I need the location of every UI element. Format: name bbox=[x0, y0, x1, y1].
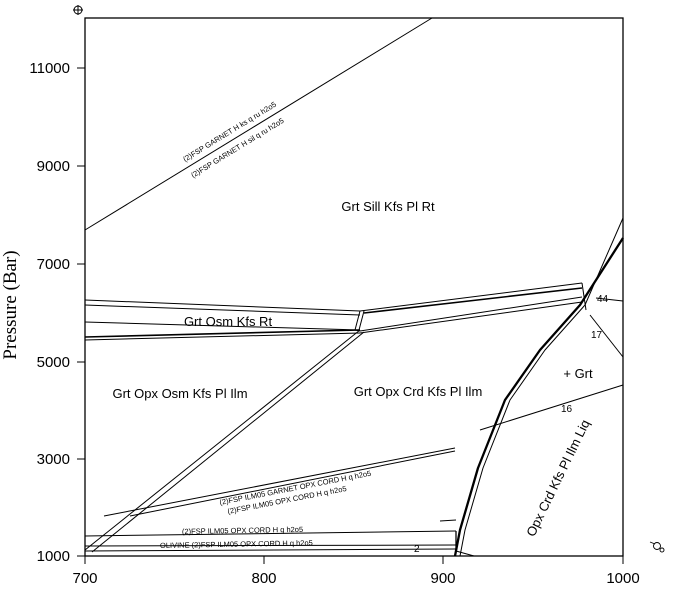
y-tick-label: 11000 bbox=[29, 60, 70, 77]
corner-marker-icon bbox=[73, 5, 83, 15]
field-label: Grt Opx Osm Kfs Pl Ilm bbox=[112, 386, 247, 401]
field-label: Grt Sill Kfs Pl Rt bbox=[341, 199, 435, 214]
field-label: Opx Crd Kfs Pl Ilm Liq bbox=[523, 417, 593, 539]
y-tick-label: 9000 bbox=[37, 158, 70, 175]
contour-label: 2 bbox=[414, 544, 420, 555]
y-tick-label: 5000 bbox=[37, 354, 70, 371]
contour-label: 16 bbox=[561, 404, 573, 415]
reaction-label: OLIVINE (2)FSP ILM05 OPX CORD H q h2o5 bbox=[160, 538, 313, 550]
x-tick-label: 900 bbox=[430, 570, 455, 587]
reaction-label: (2)FSP ILM05 OPX CORD H q h2o5 bbox=[182, 525, 303, 536]
contour-label: 17 bbox=[591, 330, 603, 341]
reaction-lines bbox=[84, 17, 624, 557]
contour-label: 44 bbox=[597, 294, 609, 305]
field-label: Grt Opx Crd Kfs Pl Ilm bbox=[354, 384, 483, 399]
x-tick-label: 800 bbox=[251, 570, 276, 587]
field-label: + Grt bbox=[563, 366, 593, 381]
x-tick-label: 1000 bbox=[606, 570, 639, 587]
y-tick-label: 3000 bbox=[37, 451, 70, 468]
y-axis-title: Pressure (Bar) bbox=[0, 250, 21, 359]
axis-ticks bbox=[77, 67, 624, 564]
side-marker-icon bbox=[649, 541, 665, 553]
y-tick-label: 7000 bbox=[37, 256, 70, 273]
x-tick-label: 700 bbox=[72, 570, 97, 587]
plot-frame bbox=[84, 17, 624, 557]
y-tick-label: 1000 bbox=[37, 548, 70, 565]
field-label: Grt Osm Kfs Rt bbox=[184, 314, 273, 329]
